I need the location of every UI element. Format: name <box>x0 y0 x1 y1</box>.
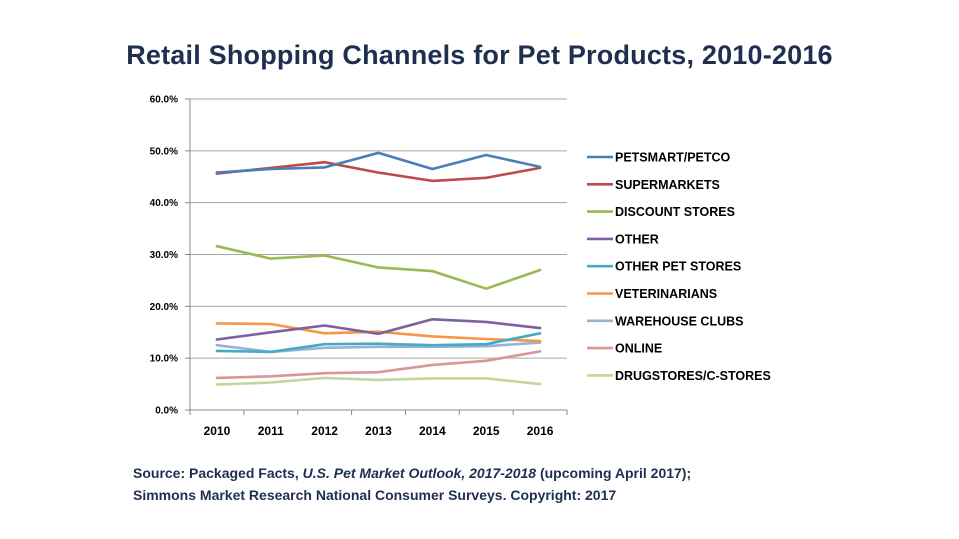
x-tick-label: 2012 <box>311 424 338 438</box>
legend-item: WAREHOUSE CLUBS <box>587 314 743 328</box>
legend-item: SUPERMARKETS <box>587 178 720 192</box>
series-line-online <box>215 350 542 380</box>
legend-label: WAREHOUSE CLUBS <box>615 314 743 328</box>
x-tick-label: 2014 <box>419 424 446 438</box>
legend-item: VETERINARIANS <box>587 287 717 301</box>
source-line-2: Simmons Market Research National Consume… <box>133 487 617 503</box>
source-prefix: Source: Packaged Facts, <box>133 465 303 481</box>
legend-label: SUPERMARKETS <box>615 178 720 192</box>
legend-label: OTHER PET STORES <box>615 260 741 274</box>
x-tick-label: 2010 <box>204 424 231 438</box>
series-line-discount-stores <box>215 244 542 291</box>
axes <box>189 99 567 411</box>
legend-item: OTHER PET STORES <box>587 260 741 274</box>
series-line-other-pet-stores <box>215 331 542 354</box>
source-suffix: (upcoming April 2017); <box>536 465 692 481</box>
legend-item: OTHER <box>587 232 659 246</box>
legend-item: PETSMART/PETCO <box>587 151 731 165</box>
legend-label: DRUGSTORES/C-STORES <box>615 369 771 383</box>
legend-label: DISCOUNT STORES <box>615 205 735 219</box>
series-line-veterinarians <box>215 322 542 343</box>
y-tick-label: 0.0% <box>155 406 178 417</box>
legend-item: DRUGSTORES/C-STORES <box>587 369 771 383</box>
x-tick-label: 2013 <box>365 424 392 438</box>
y-tick-label: 50.0% <box>150 146 178 157</box>
legend-item: ONLINE <box>587 342 662 356</box>
series-line-petsmart-petco <box>215 151 542 174</box>
y-axis-ticks: 0.0% 10.0% 20.0% 30.0% 40.0% 50.0% 60.0% <box>150 95 190 417</box>
chart-title: Retail Shopping Channels for Pet Product… <box>126 40 833 70</box>
legend-label: ONLINE <box>615 342 662 356</box>
legend-label: PETSMART/PETCO <box>615 151 731 165</box>
legend-item: DISCOUNT STORES <box>587 205 735 219</box>
series-line-supermarkets <box>215 160 542 183</box>
x-tick-label: 2016 <box>527 424 554 438</box>
y-tick-label: 20.0% <box>150 302 178 313</box>
x-axis-ticks: 2010 2011 2012 2013 2014 2015 2016 <box>189 410 568 438</box>
y-tick-label: 40.0% <box>150 198 178 209</box>
source-publication: U.S. Pet Market Outlook, 2017-2018 <box>302 465 537 481</box>
y-tick-label: 10.0% <box>150 354 178 365</box>
source-note: Source: Packaged Facts, U.S. Pet Market … <box>133 462 691 506</box>
y-tick-label: 30.0% <box>150 250 178 261</box>
y-tick-label: 60.0% <box>150 95 178 106</box>
series-lines <box>215 151 542 386</box>
series-line-drugstores-c-stores <box>215 376 542 386</box>
series-line-other <box>215 317 542 341</box>
legend-label: VETERINARIANS <box>615 287 717 301</box>
gridlines <box>190 98 567 359</box>
legend-label: OTHER <box>615 232 659 246</box>
legend: PETSMART/PETCO SUPERMARKETS DISCOUNT STORE… <box>587 151 771 383</box>
x-tick-label: 2011 <box>258 424 284 438</box>
x-tick-label: 2015 <box>473 424 500 438</box>
